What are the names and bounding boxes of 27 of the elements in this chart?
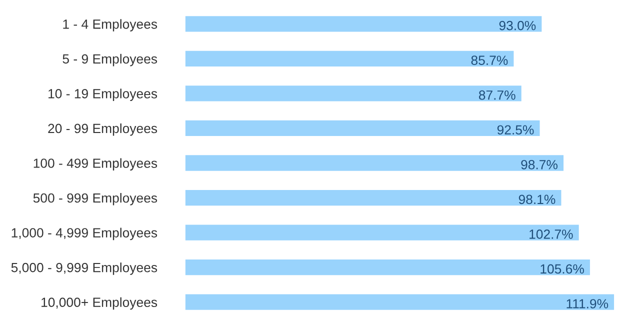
y-tick-label: 20 - 99 Employees [48,123,158,136]
data-label: 93.0% [499,20,536,30]
bar [185,86,522,102]
y-tick-label: 1 - 4 Employees [63,19,158,32]
bar [185,190,562,206]
y-tick-label: 1,000 - 4,999 Employees [12,228,158,240]
bar [185,120,540,136]
y-tick-label: 10,000+ Employees [42,297,158,310]
bar [185,294,614,310]
data-label: 85.7% [471,56,508,65]
bar [185,16,542,32]
y-tick-label: 5 - 9 Employees [62,54,158,66]
bar [185,224,579,240]
data-label: 92.5% [497,125,534,135]
y-tick-label: 10 - 19 Employees [48,88,158,101]
data-label: 87.7% [478,90,516,100]
data-label: 98.7% [521,160,558,170]
y-tick-label: 100 - 499 Employees [34,158,158,171]
data-label: 111.9% [566,299,608,308]
data-label: 105.6% [540,264,584,274]
bar [185,259,590,276]
data-label: 102.7% [530,230,573,239]
data-label: 98.1% [518,194,556,204]
bar [185,155,564,171]
y-tick-label: 500 - 999 Employees [33,192,158,206]
bar [185,50,514,67]
y-tick-label: 5,000 - 9,999 Employees [11,262,158,275]
